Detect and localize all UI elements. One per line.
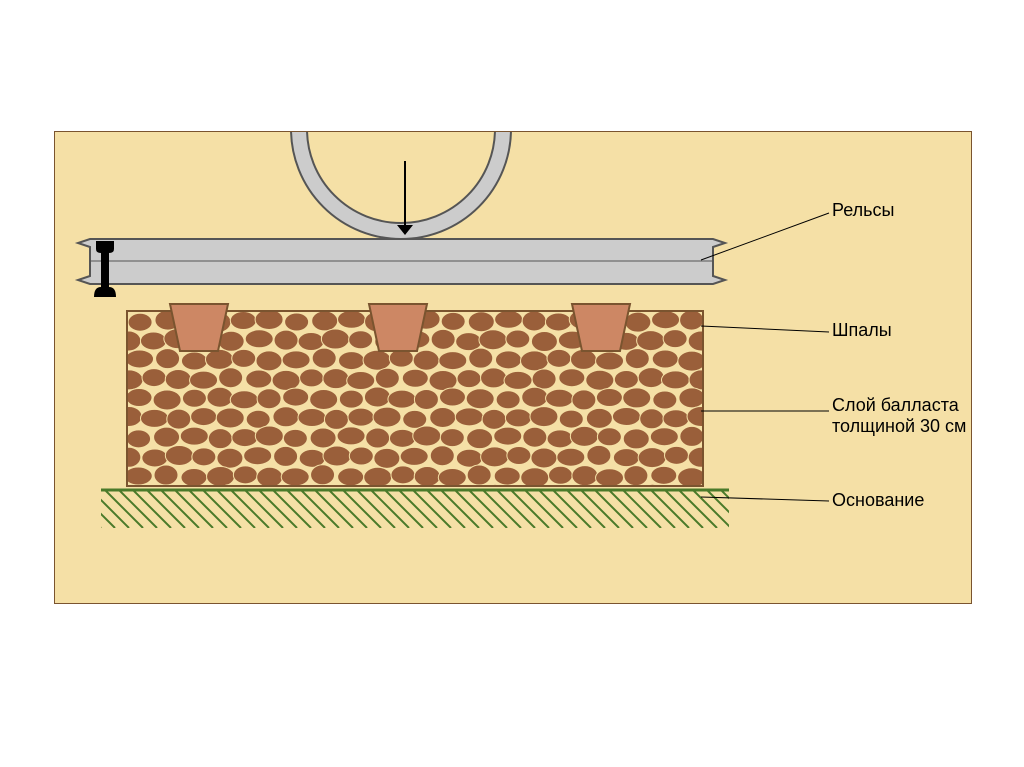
sleeper: [170, 304, 228, 351]
leader-line: [701, 326, 829, 332]
label-ballast: Слой балластатолщиной 30 см: [832, 395, 966, 437]
sleeper: [572, 304, 630, 351]
wheel: [291, 132, 511, 239]
label-ballast-line: толщиной 30 см: [832, 416, 966, 437]
label-rails: Рельсы: [832, 200, 894, 221]
label-ballast-line: Слой балласта: [832, 395, 966, 416]
sleeper: [369, 304, 427, 351]
label-sleepers: Шпалы: [832, 320, 892, 341]
label-base: Основание: [832, 490, 924, 511]
stage: Рельсы Шпалы Слой балластатолщиной 30 см…: [0, 0, 1024, 767]
leader-line: [701, 497, 829, 501]
leader-line: [701, 213, 829, 260]
base-hatch: [63, 490, 759, 528]
